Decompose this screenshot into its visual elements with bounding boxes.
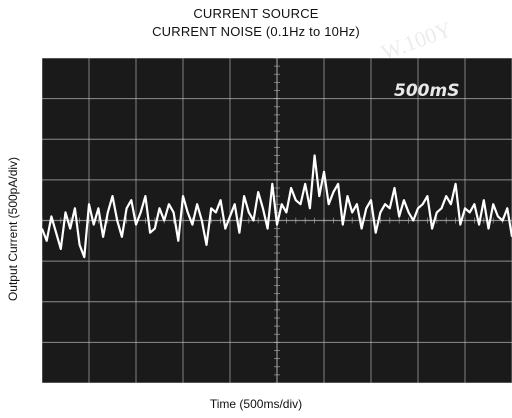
oscilloscope-screen: 500mS (42, 58, 512, 383)
chart-title-line-2: CURRENT NOISE (0.1Hz to 10Hz) (152, 24, 360, 39)
y-axis-label: Output Current (500pA/div) (6, 156, 20, 302)
chart-title-line-1: CURRENT SOURCE (193, 6, 319, 21)
graticule-minor-ticks (42, 58, 512, 383)
scope-plot: 500mS (42, 58, 512, 383)
noise-trace (42, 154, 512, 259)
scope-timebase-annotation: 500mS (394, 81, 459, 101)
x-axis-label: Time (500ms/div) (209, 397, 303, 411)
